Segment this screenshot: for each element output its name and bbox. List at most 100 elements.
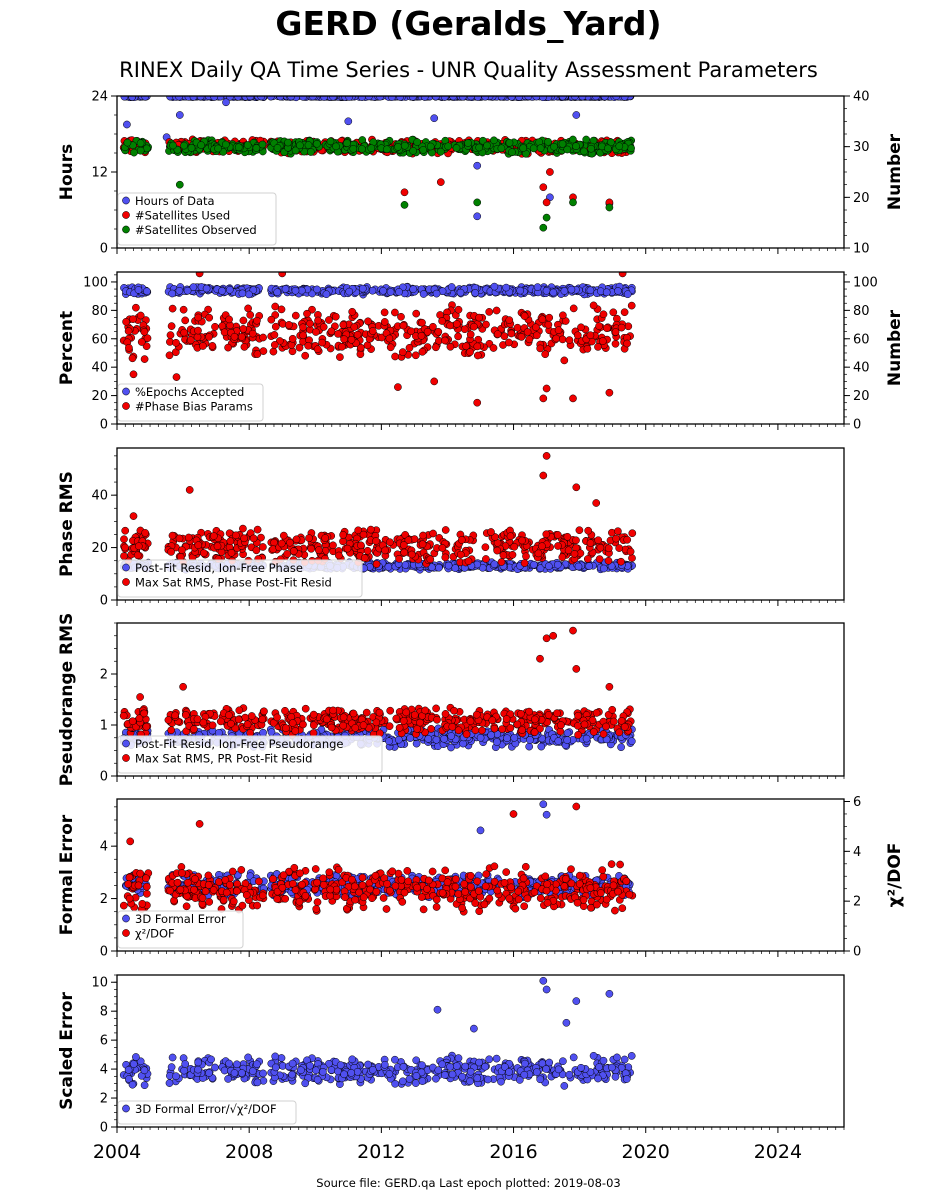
data-point <box>608 705 617 714</box>
legend-box <box>117 383 264 422</box>
data-point <box>554 326 563 335</box>
data-point <box>143 334 152 343</box>
data-point <box>322 290 331 299</box>
data-point <box>505 316 514 324</box>
data-point <box>136 139 145 148</box>
data-point <box>612 534 620 543</box>
data-point <box>412 309 421 318</box>
data-point <box>471 726 480 735</box>
data-point <box>249 534 258 543</box>
y-tick-label: 12 <box>91 166 108 181</box>
outlier-point <box>344 117 353 126</box>
data-point <box>503 734 511 743</box>
data-point <box>603 324 611 333</box>
data-point <box>313 285 321 294</box>
legend-marker <box>122 578 130 586</box>
data-point <box>259 543 267 551</box>
data-point <box>385 722 394 731</box>
data-point <box>447 743 455 752</box>
data-point <box>172 338 180 347</box>
outlier-point <box>400 188 409 197</box>
data-point <box>516 286 525 295</box>
data-point <box>407 327 416 336</box>
data-point <box>599 564 608 573</box>
data-point <box>167 726 176 735</box>
data-point <box>359 530 368 539</box>
data-point <box>386 288 395 296</box>
data-point <box>235 706 244 715</box>
y-right-tick-label: 60 <box>853 332 870 347</box>
data-point <box>357 541 365 550</box>
data-point <box>544 320 553 329</box>
data-point <box>394 143 402 151</box>
data-point <box>615 544 624 552</box>
data-point <box>128 96 136 101</box>
data-point <box>448 722 457 731</box>
data-point <box>168 304 177 313</box>
data-point <box>119 711 128 720</box>
data-point <box>348 307 357 316</box>
data-point <box>356 343 365 352</box>
data-point <box>417 331 426 340</box>
data-point <box>291 146 300 155</box>
data-point <box>289 547 298 555</box>
data-point <box>478 726 486 735</box>
data-point <box>609 717 618 726</box>
data-point <box>602 288 611 297</box>
legend-box <box>117 192 277 246</box>
outlier-point <box>473 212 482 221</box>
data-point <box>421 706 430 715</box>
data-point <box>536 344 545 353</box>
data-point <box>181 711 190 719</box>
data-point <box>432 289 441 298</box>
data-point <box>143 287 151 296</box>
data-point <box>615 142 624 151</box>
data-point <box>595 555 604 563</box>
y-axis-label: Percent <box>57 311 77 385</box>
figure-title: GERD (Geralds_Yard) <box>275 4 662 43</box>
data-point <box>614 287 622 295</box>
data-point <box>530 560 538 569</box>
data-point <box>187 144 196 152</box>
data-point <box>176 553 185 561</box>
outlier-point <box>542 213 551 222</box>
data-point <box>339 537 347 546</box>
data-point <box>502 715 511 723</box>
data-point <box>418 347 427 356</box>
data-point <box>420 96 429 101</box>
data-point <box>557 721 565 729</box>
outlier-point <box>546 168 554 176</box>
data-point <box>230 332 239 341</box>
data-point <box>508 550 517 559</box>
data-point <box>299 720 307 729</box>
outlier-point <box>430 114 439 123</box>
outlier-point <box>195 272 204 278</box>
data-point <box>281 285 290 293</box>
data-point <box>305 534 313 542</box>
y-ticks-left: 0 20 40 <box>91 455 117 609</box>
y-tick-label: 100 <box>83 275 108 290</box>
data-point <box>205 313 214 322</box>
data-point <box>454 332 462 341</box>
data-point <box>525 742 534 751</box>
y-tick-label: 40 <box>91 489 108 504</box>
y-tick-label: 0 <box>100 594 108 609</box>
figure-subtitle: RINEX Daily QA Time Series - UNR Quality… <box>119 58 818 82</box>
data-point <box>340 335 348 344</box>
data-point <box>470 322 478 331</box>
data-point <box>429 322 437 331</box>
series-max-sat-rms-pr-post-fit-resid <box>119 626 635 739</box>
data-point <box>519 144 528 152</box>
y-tick-label: 20 <box>91 541 108 556</box>
data-point <box>339 531 347 539</box>
data-point <box>504 338 513 347</box>
data-point <box>208 721 217 730</box>
outlier-point <box>572 483 581 492</box>
data-point <box>391 308 399 317</box>
outlier-point <box>539 471 548 480</box>
data-point <box>553 560 562 569</box>
data-point <box>382 145 391 154</box>
data-point <box>553 531 562 539</box>
